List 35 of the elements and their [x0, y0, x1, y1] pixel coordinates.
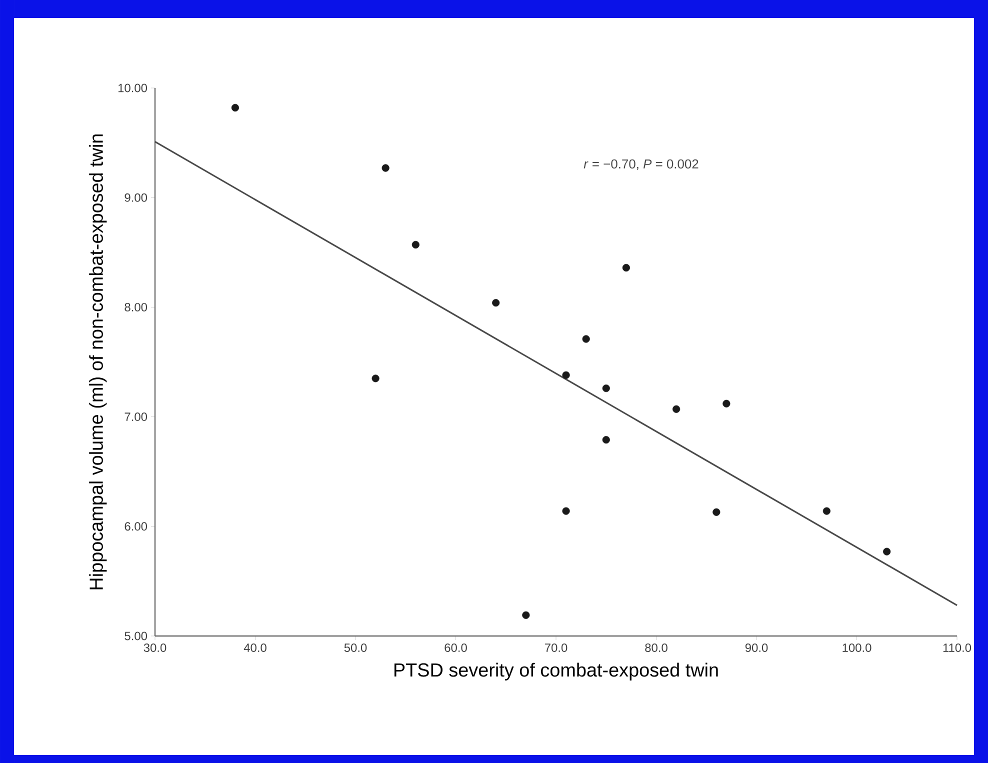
x-axis-title: PTSD severity of combat-exposed twin — [394, 662, 718, 680]
y-tick-label: 7.00 — [124, 412, 148, 422]
x-tick-label: 70.0 — [544, 644, 568, 652]
point — [562, 371, 570, 379]
y-tick-label: 8.00 — [124, 302, 148, 312]
x-tick-label: 80.0 — [645, 644, 668, 652]
point — [622, 264, 630, 272]
point — [231, 104, 240, 112]
point — [722, 400, 730, 408]
x-tick-label: 90.0 — [745, 644, 768, 652]
point — [492, 299, 500, 307]
x-tick-label: 30.0 — [144, 644, 166, 652]
point — [883, 548, 891, 556]
y-tick-label: 6.00 — [124, 522, 148, 531]
point — [712, 508, 720, 516]
x-tick-label: 60.0 — [444, 644, 467, 652]
point — [822, 507, 830, 515]
x-tick-label: 40.0 — [244, 644, 266, 652]
y-axis-title: Hippocampal volume (ml) of non-combat-exposed twin — [89, 134, 107, 590]
x-tick-label: 110.0 — [943, 644, 972, 652]
point — [522, 611, 530, 619]
point — [602, 384, 610, 392]
point — [382, 164, 390, 172]
point — [582, 335, 590, 343]
x-tick-label: 50.0 — [344, 644, 367, 652]
point — [602, 436, 610, 444]
point — [562, 507, 570, 515]
y-tick-label: 5.00 — [124, 632, 148, 640]
annotation: r = −0.70, P = 0.002 — [584, 159, 698, 170]
point — [412, 240, 420, 249]
point — [672, 405, 680, 413]
point — [372, 374, 380, 382]
y-tick-label: 9.00 — [124, 193, 148, 202]
y-tick-label: 10.00 — [118, 84, 148, 92]
x-tick-label: 100.0 — [842, 644, 872, 652]
